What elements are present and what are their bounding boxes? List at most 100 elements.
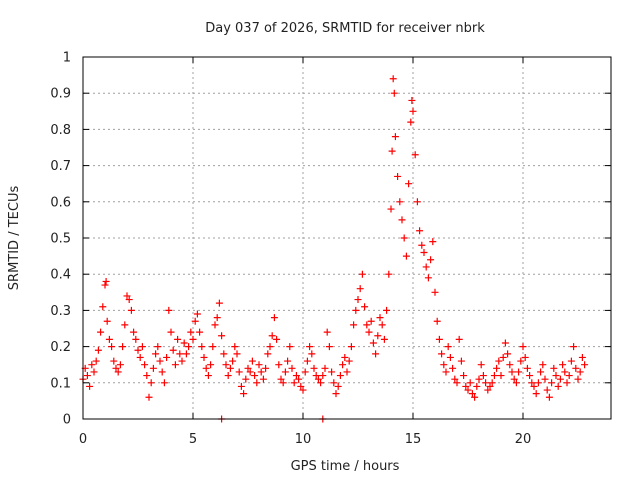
data-point <box>99 303 107 311</box>
data-point <box>499 353 507 361</box>
data-point <box>556 375 564 383</box>
data-point <box>125 296 133 304</box>
data-point <box>510 375 518 383</box>
data-point <box>390 89 398 97</box>
data-point <box>460 372 468 380</box>
data-point <box>550 364 558 372</box>
data-point <box>363 321 371 329</box>
data-point <box>88 361 96 369</box>
data-point <box>237 382 245 390</box>
data-point <box>372 350 380 358</box>
data-point <box>537 368 545 376</box>
x-tick-label: 10 <box>295 432 312 447</box>
data-point <box>295 375 303 383</box>
data-point <box>141 361 149 369</box>
data-point <box>185 343 193 351</box>
x-axis-label: GPS time / hours <box>291 459 400 474</box>
data-point <box>171 361 179 369</box>
data-point <box>376 314 384 322</box>
data-point <box>198 343 206 351</box>
data-point <box>427 256 435 264</box>
data-point <box>493 364 501 372</box>
data-point <box>444 343 452 351</box>
data-point <box>365 328 373 336</box>
data-point <box>433 317 441 325</box>
data-point <box>442 368 450 376</box>
data-point <box>466 379 474 387</box>
data-point <box>334 382 342 390</box>
data-point <box>213 314 221 322</box>
data-point <box>297 382 305 390</box>
data-point <box>449 364 457 372</box>
data-point <box>266 343 274 351</box>
data-point <box>578 353 586 361</box>
data-point <box>416 227 424 235</box>
data-point <box>523 364 531 372</box>
data-point <box>312 372 320 380</box>
y-tick-label: 0.5 <box>50 232 71 247</box>
data-point <box>484 386 492 394</box>
data-point <box>383 306 391 314</box>
data-point <box>290 379 298 387</box>
data-point <box>422 263 430 271</box>
data-point <box>279 379 287 387</box>
data-point <box>471 393 479 401</box>
data-point <box>165 306 173 314</box>
data-point <box>574 375 582 383</box>
data-point <box>394 172 402 180</box>
y-tick-label: 1 <box>63 51 71 66</box>
data-point <box>356 285 364 293</box>
data-point <box>336 372 344 380</box>
data-point <box>143 372 151 380</box>
data-point <box>222 361 230 369</box>
y-tick-label: 0.3 <box>50 304 71 319</box>
data-point <box>534 379 542 387</box>
data-point <box>242 375 250 383</box>
data-point <box>418 241 426 249</box>
data-point <box>508 368 516 376</box>
data-point <box>301 368 309 376</box>
data-point <box>407 118 415 126</box>
data-point <box>286 343 294 351</box>
data-point <box>506 361 514 369</box>
data-point <box>581 361 589 369</box>
data-point <box>83 372 91 380</box>
data-point <box>275 361 283 369</box>
data-point <box>94 346 102 354</box>
y-tick-label: 0 <box>63 413 71 428</box>
data-point <box>138 343 146 351</box>
data-point <box>303 357 311 365</box>
data-point <box>149 364 157 372</box>
data-point <box>367 317 375 325</box>
data-point <box>455 335 463 343</box>
data-point <box>420 248 428 256</box>
axis-ticks <box>82 56 611 420</box>
data-point <box>110 357 118 365</box>
data-point <box>325 343 333 351</box>
data-point <box>328 368 336 376</box>
y-tick-label: 0.9 <box>50 87 71 102</box>
data-point <box>196 328 204 336</box>
data-point <box>389 75 397 83</box>
data-point <box>548 379 556 387</box>
data-point <box>572 364 580 372</box>
data-point <box>435 335 443 343</box>
data-point <box>187 328 195 336</box>
data-point <box>413 198 421 206</box>
data-point <box>521 353 529 361</box>
y-tick-label: 0.8 <box>50 123 71 138</box>
data-points <box>79 75 589 423</box>
data-point <box>526 372 534 380</box>
data-point <box>519 343 527 351</box>
data-point <box>361 303 369 311</box>
data-point <box>97 328 105 336</box>
data-point <box>475 375 483 383</box>
data-point <box>152 350 160 358</box>
data-point <box>488 379 496 387</box>
data-point <box>246 368 254 376</box>
data-point <box>306 343 314 351</box>
data-point <box>321 364 329 372</box>
data-point <box>398 216 406 224</box>
data-point <box>314 375 322 383</box>
data-point <box>374 332 382 340</box>
